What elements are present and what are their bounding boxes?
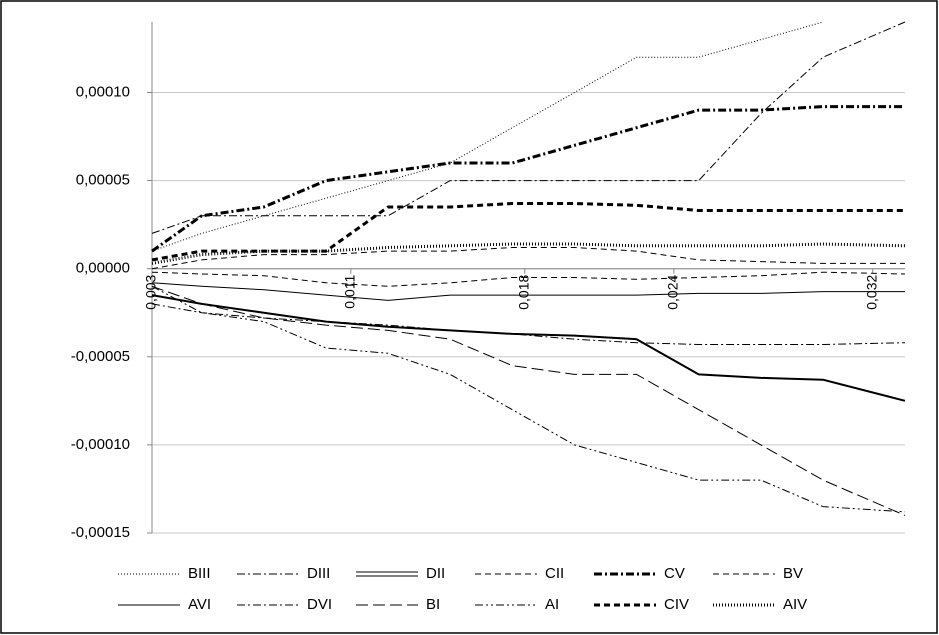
series-line [151,242,906,265]
y-tick-label: 0,00010 [76,83,130,100]
legend-item: AIV [713,596,807,613]
legend-item: CII [475,565,564,582]
series-line [151,202,905,262]
legend-label: AI [545,596,559,613]
legend-label: CII [545,565,564,582]
x-tick-label: 0,024 [665,274,681,309]
y-tick-label: 0,00000 [76,260,130,277]
series-line [151,285,906,513]
legend-item: BV [713,565,803,582]
legend-item: AI [475,596,559,613]
y-tick-label: 0,00005 [76,172,130,189]
legend-label: BI [426,596,440,613]
legend-label: CV [664,565,685,582]
legend-item: CIV [594,596,689,613]
legend-item: DIII [237,565,330,582]
legend-label: BIII [188,565,211,582]
legend-item: DII [356,565,445,582]
series-line [151,285,906,516]
y-tick-label: -0,00010 [71,436,130,453]
x-tick-label: 0,018 [515,274,531,309]
legend-label: CIV [664,596,689,613]
series-line [151,294,906,402]
series-line [151,247,905,270]
legend-item: CV [594,565,685,582]
x-tick-label: 0,032 [863,274,879,309]
x-tick-label: 0,011 [342,274,358,308]
legend-label: DII [426,565,445,582]
legend-item: BIII [118,565,211,582]
legend-label: AVI [188,596,211,613]
series-line [151,105,905,253]
legend-label: BV [783,565,803,582]
legend-item: BI [356,596,440,613]
legend-label: DIII [307,565,330,582]
legend-label: DVI [307,596,332,613]
series-line [151,282,905,301]
legend-item: AVI [118,596,211,613]
y-tick-label: -0,00015 [71,524,130,541]
y-tick-label: -0,00005 [71,348,130,365]
legend-item: DVI [237,596,332,613]
series-line [151,303,906,345]
series-line [151,271,906,287]
legend-label: AIV [783,596,807,613]
series-line [151,21,906,234]
